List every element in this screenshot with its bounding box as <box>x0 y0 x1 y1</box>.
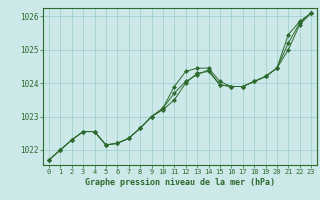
X-axis label: Graphe pression niveau de la mer (hPa): Graphe pression niveau de la mer (hPa) <box>85 178 275 187</box>
